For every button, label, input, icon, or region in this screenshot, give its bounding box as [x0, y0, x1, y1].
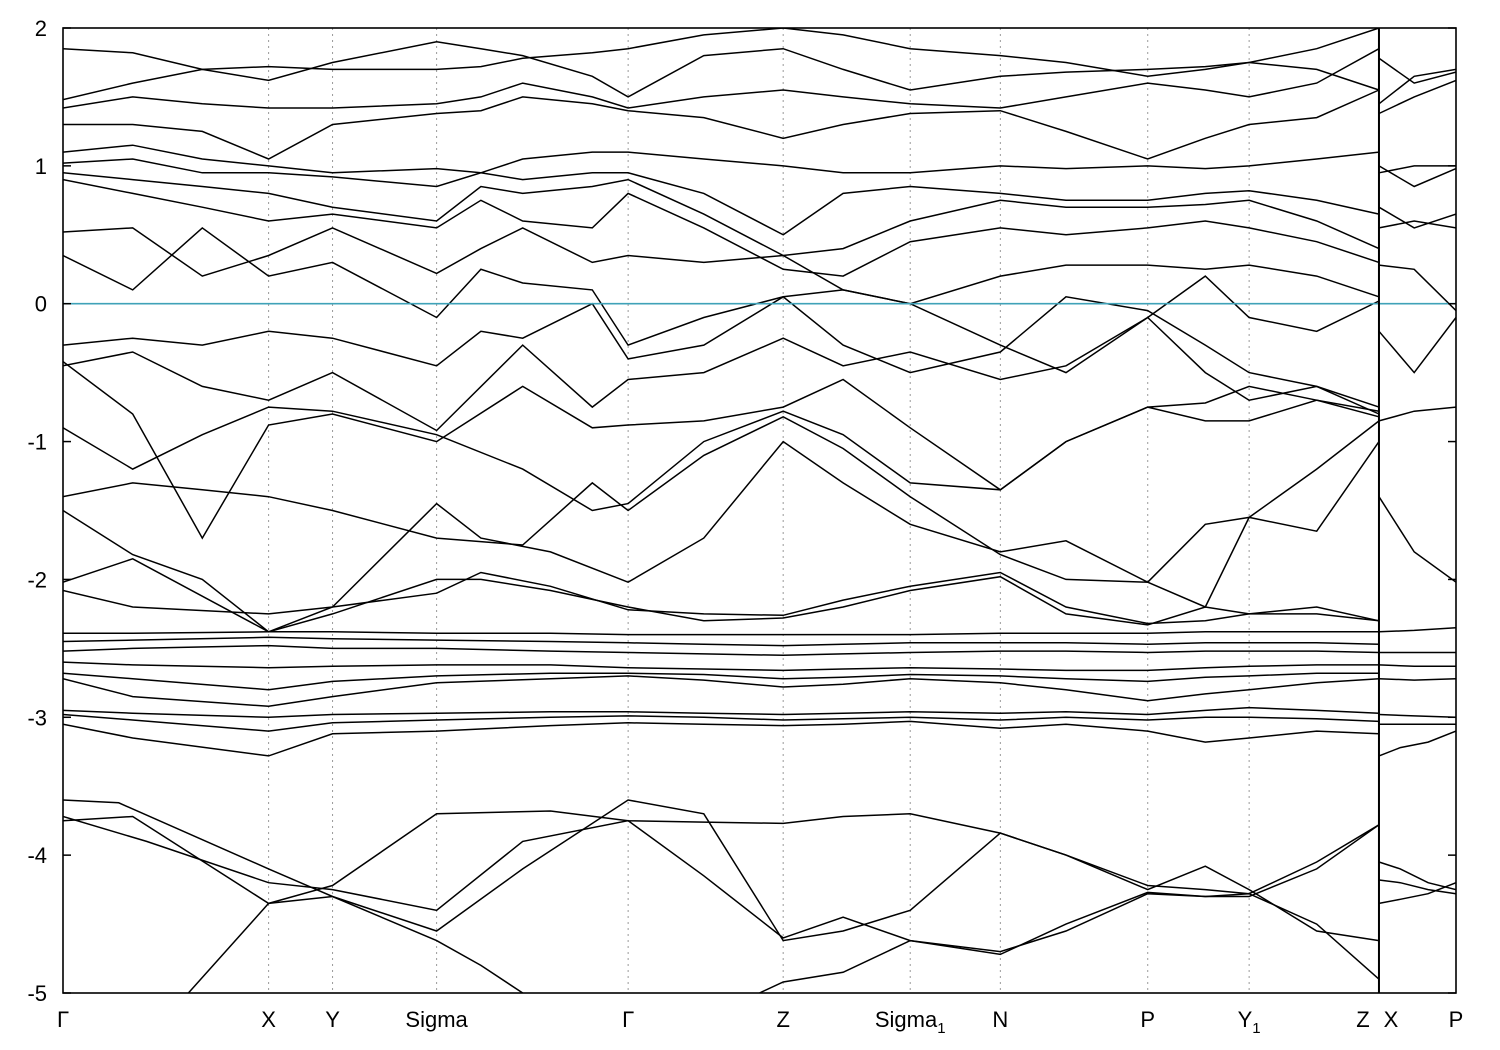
x-tick-label: Sigma — [405, 1007, 468, 1032]
x-tick-label: P — [1140, 1007, 1155, 1032]
band-line-1 — [63, 799, 1380, 942]
band-line-29 — [63, 48, 1380, 109]
band-line-8 — [63, 675, 1380, 708]
x-tick-subscript: 1 — [1252, 1020, 1260, 1037]
band-line-6 — [63, 713, 1380, 732]
plot-frame — [62, 27, 1457, 994]
band-line-35 — [1378, 730, 1456, 757]
band-line-46 — [1378, 220, 1456, 229]
band-line-2 — [63, 815, 1380, 956]
band-line-11 — [63, 644, 1380, 657]
x-tick-label: Z — [1356, 1007, 1369, 1032]
band-line-51 — [1378, 68, 1456, 105]
y-tick-label: -2 — [27, 567, 47, 592]
x-axis-ticks: Γ X Y Sigma Γ Z Sigma1 N P Y1 Z X P — [57, 1007, 1463, 1037]
band-line-24 — [63, 178, 1380, 277]
x-tick-subscript: 1 — [937, 1020, 945, 1037]
band-line-19 — [63, 361, 1380, 540]
x-tick-label: X — [1384, 1007, 1399, 1032]
k-point-gridlines — [268, 28, 1250, 993]
band-line-26 — [63, 158, 1380, 236]
band-line-25 — [63, 172, 1380, 257]
band-line-22 — [63, 226, 1380, 374]
band-line-34 — [1378, 882, 1456, 905]
band-line-37 — [1378, 713, 1456, 719]
x-tick-label: Γ — [57, 1007, 69, 1032]
y-axis-ticks: 2 1 0 -1 -2 -3 -4 -5 — [27, 16, 1456, 1006]
band-line-47 — [1378, 206, 1456, 229]
band-line-12 — [63, 636, 1380, 647]
band-line-49 — [1378, 165, 1456, 188]
band-line-16 — [63, 440, 1380, 633]
band-line-48 — [1378, 165, 1456, 174]
band-line-52 — [1378, 57, 1456, 84]
y-tick-label: -3 — [27, 705, 47, 730]
band-line-23 — [63, 227, 1380, 305]
band-line-41 — [1378, 626, 1456, 633]
y-tick-label: 1 — [35, 154, 47, 179]
band-line-14 — [63, 571, 1380, 625]
y-tick-label: -5 — [27, 981, 47, 1006]
x-tick-label: Γ — [622, 1007, 634, 1032]
band-line-3 — [187, 895, 524, 993]
band-line-27 — [63, 144, 1380, 174]
band-line-45 — [1378, 264, 1456, 312]
band-line-7 — [63, 706, 1380, 719]
band-line-43 — [1378, 406, 1456, 422]
band-line-10 — [63, 661, 1379, 672]
band-line-4 — [759, 892, 1380, 993]
band-line-9 — [63, 672, 1379, 691]
band-line-42 — [1378, 496, 1456, 583]
band-line-44 — [1378, 317, 1456, 374]
band-line-39 — [1378, 664, 1456, 668]
band-line-50 — [1378, 79, 1456, 115]
band-line-18 — [63, 385, 1380, 512]
y-tick-label: 0 — [35, 292, 47, 317]
y-tick-label: 2 — [35, 16, 47, 41]
band-line-33 — [1378, 879, 1456, 895]
band-line-13 — [63, 631, 1379, 636]
band-line-21 — [63, 295, 1380, 408]
y-tick-label: -4 — [27, 843, 47, 868]
x-tick-label: Y — [325, 1007, 340, 1032]
band-line-31 — [63, 28, 1380, 78]
band-line-15 — [63, 557, 1380, 633]
x-tick-label: Z — [776, 1007, 789, 1032]
band-line-17 — [63, 415, 1380, 583]
band-line-20 — [63, 316, 1380, 432]
x-tick-label: N — [992, 1007, 1008, 1032]
band-line-32 — [1378, 861, 1456, 891]
y-tick-label: -1 — [27, 430, 47, 455]
x-tick-label: X — [261, 1007, 276, 1032]
x-tick-label: Sigma1 — [875, 1007, 946, 1037]
band-lines — [63, 28, 1456, 993]
x-tick-label: Y1 — [1238, 1007, 1261, 1037]
band-line-28 — [63, 89, 1380, 160]
band-line-38 — [1378, 677, 1456, 681]
band-line-30 — [63, 41, 1380, 101]
x-tick-label: P — [1449, 1007, 1464, 1032]
band-line-5 — [63, 720, 1380, 757]
